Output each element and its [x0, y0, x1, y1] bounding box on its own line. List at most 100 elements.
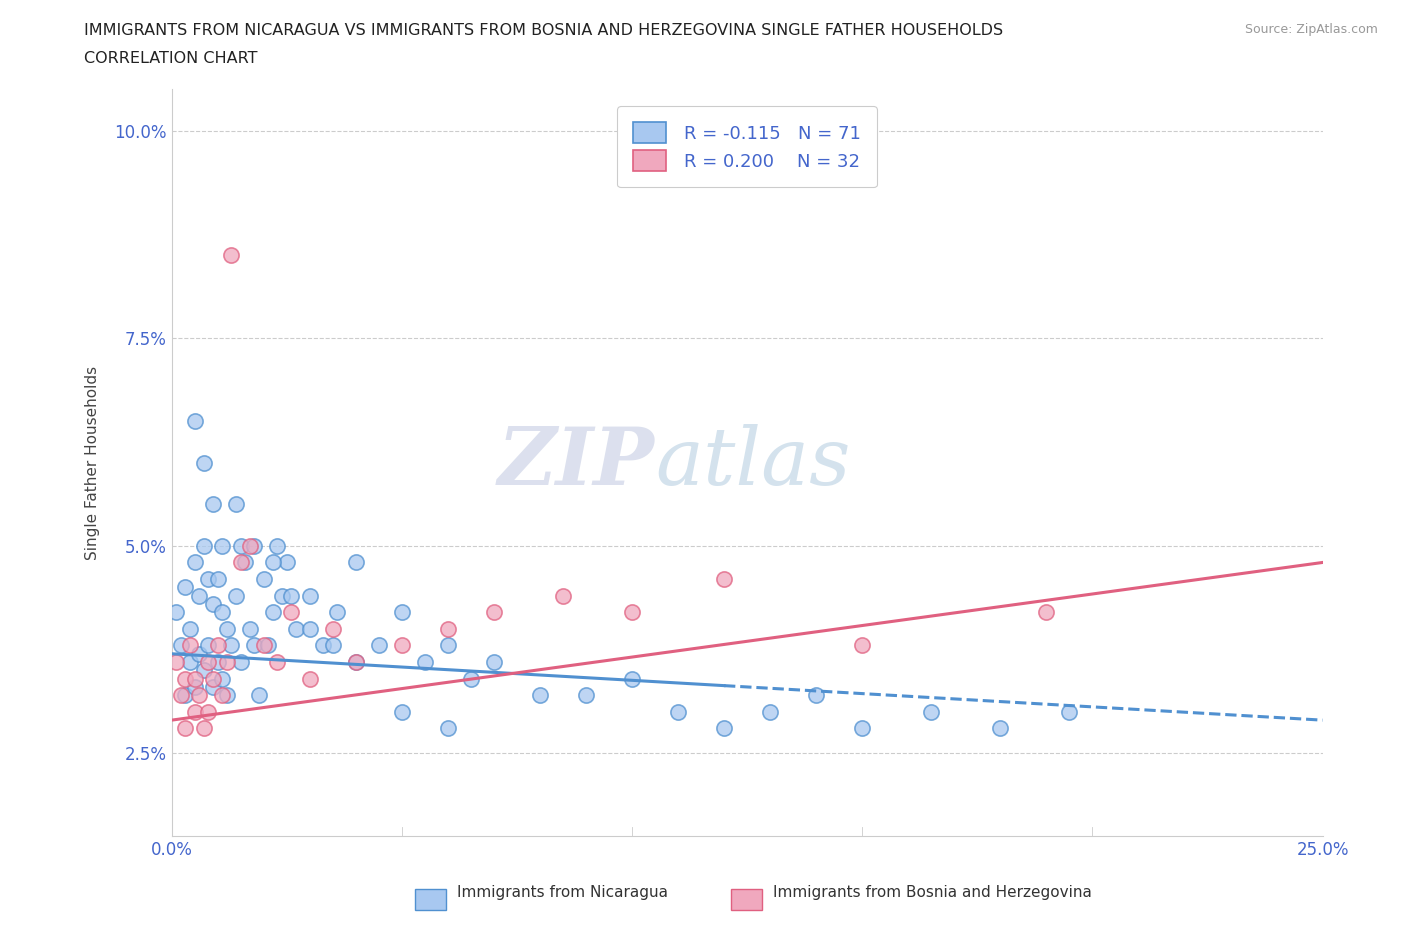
Point [179, 655, 201, 670]
Point [229, 538, 252, 553]
Point [280, 604, 302, 619]
Point [207, 638, 229, 653]
Point [920, 704, 942, 719]
Point [183, 704, 205, 719]
Point [344, 555, 367, 570]
Point [183, 555, 205, 570]
Point [233, 555, 256, 570]
Point [620, 604, 643, 619]
Text: IMMIGRANTS FROM NICARAGUA VS IMMIGRANTS FROM BOSNIA AND HERZEGOVINA SINGLE FATHE: IMMIGRANTS FROM NICARAGUA VS IMMIGRANTS … [84, 23, 1004, 38]
Point [262, 555, 284, 570]
Point [298, 588, 321, 603]
Point [322, 638, 344, 653]
Point [851, 721, 873, 736]
Point [529, 688, 551, 703]
Point [391, 638, 413, 653]
Point [413, 655, 436, 670]
Point [215, 688, 238, 703]
Point [197, 638, 219, 653]
Point [460, 671, 482, 686]
Point [193, 538, 215, 553]
Point [211, 671, 233, 686]
Point [620, 671, 643, 686]
Point [170, 638, 193, 653]
Point [280, 588, 302, 603]
Text: Immigrants from Nicaragua: Immigrants from Nicaragua [457, 885, 668, 900]
Point [243, 538, 266, 553]
Point [183, 414, 205, 429]
Point [221, 638, 243, 653]
Point [221, 248, 243, 263]
Point [193, 721, 215, 736]
Point [284, 621, 307, 636]
Point [188, 646, 211, 661]
Point [197, 572, 219, 587]
Point [207, 655, 229, 670]
Point [1059, 704, 1081, 719]
Point [179, 638, 201, 653]
Point [211, 604, 233, 619]
Point [174, 580, 197, 595]
Point [482, 655, 505, 670]
Y-axis label: Single Father Households: Single Father Households [86, 365, 100, 560]
Point [436, 621, 458, 636]
Point [215, 655, 238, 670]
Point [239, 621, 262, 636]
Text: Source: ZipAtlas.com: Source: ZipAtlas.com [1244, 23, 1378, 36]
Point [253, 638, 276, 653]
Point [207, 572, 229, 587]
Point [391, 604, 413, 619]
Point [193, 456, 215, 471]
Point [298, 671, 321, 686]
Point [804, 688, 827, 703]
Point [170, 688, 193, 703]
Text: Immigrants from Bosnia and Herzegovina: Immigrants from Bosnia and Herzegovina [773, 885, 1092, 900]
Point [165, 604, 187, 619]
Text: CORRELATION CHART: CORRELATION CHART [84, 51, 257, 66]
Point [298, 621, 321, 636]
Point [367, 638, 389, 653]
Point [229, 655, 252, 670]
Point [197, 655, 219, 670]
Point [988, 721, 1011, 736]
Point [239, 538, 262, 553]
Text: ZIP: ZIP [498, 424, 655, 501]
Point [174, 671, 197, 686]
Point [266, 538, 288, 553]
Point [322, 621, 344, 636]
Point [193, 663, 215, 678]
Point [201, 671, 224, 686]
Point [165, 655, 187, 670]
Point [188, 588, 211, 603]
Point [201, 680, 224, 695]
Point [225, 588, 247, 603]
Point [197, 704, 219, 719]
Point [211, 538, 233, 553]
Point [174, 688, 197, 703]
Point [759, 704, 782, 719]
Point [391, 704, 413, 719]
Point [271, 588, 294, 603]
Point [713, 572, 735, 587]
Point [312, 638, 335, 653]
Point [247, 688, 270, 703]
Point [666, 704, 689, 719]
Point [229, 555, 252, 570]
Point [215, 621, 238, 636]
Point [262, 604, 284, 619]
Point [436, 638, 458, 653]
Point [344, 655, 367, 670]
Point [482, 604, 505, 619]
Point [1035, 604, 1057, 619]
Point [201, 497, 224, 512]
Point [551, 588, 574, 603]
Point [344, 655, 367, 670]
Point [183, 680, 205, 695]
Point [436, 721, 458, 736]
Point [266, 655, 288, 670]
Point [851, 638, 873, 653]
Point [257, 638, 280, 653]
Point [188, 688, 211, 703]
Text: atlas: atlas [655, 424, 851, 501]
Point [201, 596, 224, 611]
